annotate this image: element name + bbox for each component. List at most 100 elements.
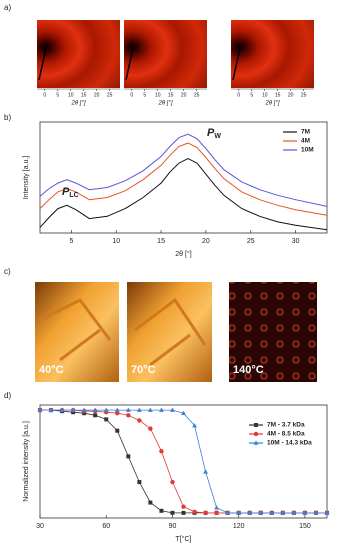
annotation: PLC bbox=[62, 186, 79, 199]
annotation-sub: W bbox=[214, 133, 221, 140]
x-tick-label: 20 bbox=[288, 92, 294, 98]
x-tick-label: 15 bbox=[157, 238, 165, 245]
beamstop bbox=[125, 47, 134, 81]
marker bbox=[126, 454, 131, 459]
diffraction-image bbox=[124, 20, 207, 88]
series-line bbox=[39, 142, 328, 216]
x-axis-label: 2θ [°] bbox=[158, 101, 173, 107]
beamstop bbox=[232, 47, 241, 81]
marker bbox=[70, 407, 76, 412]
diffraction-image bbox=[37, 20, 120, 88]
marker bbox=[170, 510, 175, 515]
annotation: PW bbox=[207, 127, 221, 140]
marker bbox=[48, 407, 54, 412]
plot-frame bbox=[39, 121, 328, 234]
marker bbox=[291, 510, 297, 515]
marker bbox=[214, 505, 220, 510]
x-tick-label: 5 bbox=[250, 92, 253, 98]
x-tick-label: 20 bbox=[94, 92, 100, 98]
marker bbox=[269, 510, 275, 515]
marker bbox=[159, 449, 164, 454]
series-line bbox=[39, 158, 328, 231]
marker bbox=[181, 504, 186, 509]
marker bbox=[203, 469, 208, 474]
legend-label: 4M bbox=[301, 138, 310, 145]
legend-label: 4M - 8.5 kDa bbox=[267, 431, 305, 438]
marker bbox=[148, 426, 153, 431]
panel-label: b) bbox=[4, 113, 11, 122]
marker bbox=[115, 428, 120, 433]
marker bbox=[126, 413, 131, 418]
beamstop bbox=[38, 47, 47, 81]
marker bbox=[125, 407, 131, 412]
images-c bbox=[35, 282, 317, 382]
x-tick-label: 25 bbox=[107, 92, 113, 98]
x-tick-label: 10 bbox=[112, 238, 120, 245]
marker bbox=[159, 508, 164, 513]
marker bbox=[258, 510, 264, 515]
marker bbox=[170, 407, 175, 412]
legend-marker bbox=[253, 440, 259, 445]
x-tick-label: 0 bbox=[43, 92, 46, 98]
x-tick-label: 20 bbox=[202, 238, 210, 245]
marker bbox=[104, 417, 109, 422]
x-tick-label: 5 bbox=[56, 92, 59, 98]
marker bbox=[247, 510, 253, 515]
legend-label: 10M bbox=[301, 147, 314, 154]
marker bbox=[137, 418, 142, 423]
texture bbox=[39, 298, 112, 362]
marker bbox=[93, 413, 98, 418]
marker bbox=[170, 479, 175, 485]
x-tick-label: 5 bbox=[69, 238, 73, 245]
x-tick-label: 15 bbox=[275, 92, 281, 98]
marker bbox=[81, 407, 87, 412]
temperature-label: 40°C bbox=[39, 364, 64, 376]
annotation-sub: LC bbox=[69, 192, 78, 199]
marker bbox=[302, 510, 308, 515]
annotation-main: P bbox=[207, 127, 215, 139]
series-line bbox=[39, 133, 328, 207]
marker bbox=[148, 500, 153, 505]
x-tick-label: 10 bbox=[155, 92, 161, 98]
legend-marker bbox=[254, 423, 258, 427]
temperature-label: 140°C bbox=[233, 364, 264, 376]
panel-label: c) bbox=[4, 267, 11, 276]
x-tick-label: 90 bbox=[169, 523, 177, 530]
x-tick-label: 10 bbox=[262, 92, 268, 98]
marker bbox=[192, 509, 197, 515]
x-tick-label: 0 bbox=[237, 92, 240, 98]
x-axis-label: 2θ [°] bbox=[175, 250, 191, 258]
marker bbox=[92, 407, 98, 412]
marker bbox=[137, 480, 142, 485]
marker bbox=[181, 510, 186, 515]
x-tick-label: 30 bbox=[36, 523, 44, 530]
y-axis-label: Normalized intensity [a.u.] bbox=[23, 421, 30, 502]
x-tick-label: 20 bbox=[181, 92, 187, 98]
x-tick-label: 5 bbox=[143, 92, 146, 98]
marker bbox=[214, 510, 219, 516]
x-axis-label: 2θ [°] bbox=[265, 101, 280, 107]
legend-label: 10M - 14.3 kDa bbox=[267, 440, 312, 447]
marker bbox=[114, 407, 120, 412]
diffraction-image bbox=[231, 20, 314, 88]
x-tick-label: 25 bbox=[194, 92, 200, 98]
micrograph bbox=[229, 282, 317, 382]
x-tick-label: 120 bbox=[233, 523, 245, 530]
temperature-label: 70°C bbox=[131, 364, 156, 376]
plot-frame bbox=[39, 404, 328, 519]
marker bbox=[37, 407, 43, 412]
x-axis-label: T[°C] bbox=[175, 535, 191, 543]
legend-marker bbox=[253, 431, 259, 437]
x-tick-label: 60 bbox=[102, 523, 110, 530]
texture bbox=[134, 297, 207, 367]
marker bbox=[115, 411, 120, 416]
annotation-main: P bbox=[62, 186, 70, 198]
marker bbox=[313, 510, 319, 515]
marker bbox=[147, 407, 153, 412]
x-tick-label: 30 bbox=[292, 238, 300, 245]
x-axis-label: 2θ [°] bbox=[71, 101, 86, 107]
marker bbox=[203, 510, 208, 516]
legend-label: 7M bbox=[301, 129, 310, 136]
marker bbox=[181, 410, 186, 416]
